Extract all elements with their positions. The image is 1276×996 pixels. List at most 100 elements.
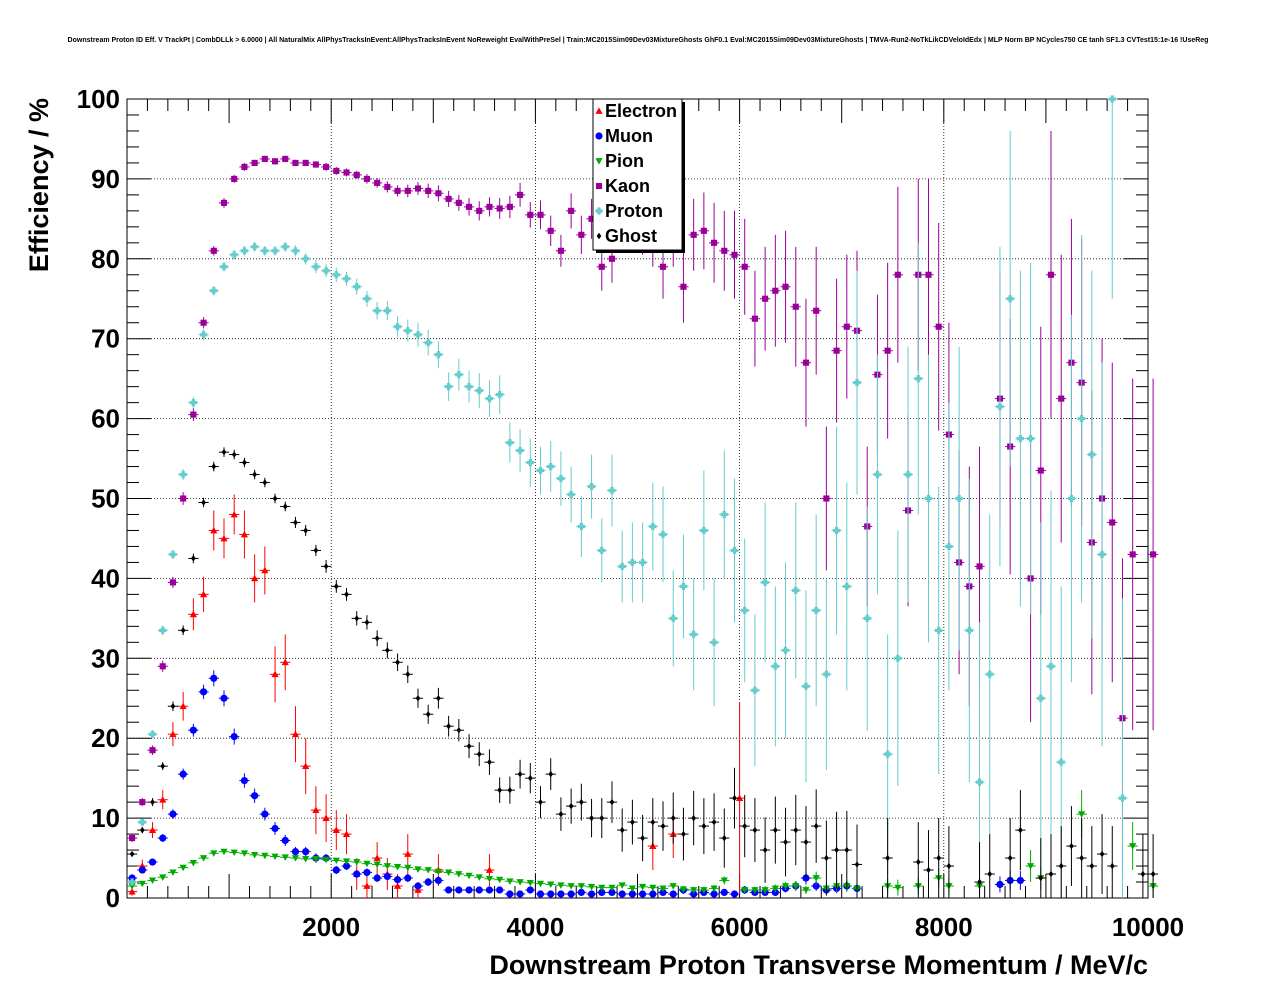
proton-marker [210,287,218,295]
y-tick-label: 10 [91,803,120,833]
ghost-point [566,788,577,824]
kaon-marker [271,158,279,165]
kaon-marker [353,171,360,178]
kaon-marker [333,167,340,174]
muon-point [147,858,158,866]
ghost-point [249,469,260,480]
muon-point [290,846,301,857]
pion-marker [751,887,759,894]
kaon-point [331,166,342,175]
proton-marker [730,546,739,555]
ghost-point [729,767,740,829]
proton-point [280,242,291,252]
ghost-point [555,797,567,831]
proton-marker [271,247,279,255]
proton-point [463,370,475,403]
proton-point [178,468,189,481]
legend-label-ghost: Ghost [605,226,657,246]
kaon-marker [721,247,728,254]
pion-point [770,884,781,893]
kaon-point [800,298,812,427]
kaon-marker [210,247,217,254]
proton-marker [312,263,320,271]
ghost-point [545,758,556,791]
electron-marker [281,658,289,666]
ghost-marker [1048,870,1054,878]
muon-marker [240,776,249,785]
electron-marker [291,730,300,738]
proton-point [137,818,148,826]
ghost-marker [272,495,278,502]
y-tick-label: 0 [106,883,120,913]
pion-point [290,855,301,862]
proton-marker [812,606,820,614]
kaon-marker [404,187,411,194]
proton-point [341,271,352,286]
pion-marker [679,886,688,893]
pion-point [586,883,597,891]
ghost-point [443,715,454,737]
muon-marker [455,886,463,894]
muon-point [269,822,281,835]
proton-marker [741,606,749,614]
y-tick-label: 100 [77,84,120,114]
proton-point [586,454,597,519]
kaon-point [525,202,536,228]
x-tick-label: 6000 [711,912,769,942]
pion-marker [557,882,565,889]
proton-point [933,486,944,775]
pion-marker [169,869,177,877]
legend-box [592,98,683,251]
proton-marker [873,470,882,479]
kaon-point [841,254,852,399]
pion-point [617,882,628,889]
muon-marker [628,890,636,898]
electron-marker [404,850,412,857]
electron-marker [342,830,351,837]
muon-point [443,886,454,894]
proton-marker [516,446,524,455]
kaon-marker [659,263,667,270]
kaon-point [341,168,352,177]
pion-marker [710,885,718,893]
ghost-point [504,776,515,804]
pion-point [178,864,189,872]
pion-point [249,851,260,859]
ghost-point [535,786,546,819]
muon-point [229,728,240,745]
electron-point [372,842,383,875]
muon-point [474,886,485,894]
proton-marker [353,283,361,291]
ghost-point [167,701,179,712]
ghost-point [178,625,189,636]
proton-point [729,478,740,623]
ghost-point [882,818,893,898]
proton-marker [322,267,330,275]
muon-point [586,890,597,898]
ghost-marker [772,826,778,834]
ghost-marker [333,583,339,590]
ghost-point [606,781,618,823]
muon-marker [598,888,606,897]
kaon-point [361,174,373,184]
proton-marker [291,247,300,255]
ghost-marker [742,822,748,830]
ghost-point [586,798,597,838]
proton-marker [639,558,647,567]
proton-point [780,562,791,739]
kaon-marker [833,347,840,354]
proton-marker [506,438,514,447]
kaon-marker [568,207,575,214]
proton-point [514,428,526,473]
ghost-point [668,792,679,844]
proton-marker [618,562,626,571]
data-series [127,95,1159,898]
series-ghost [127,447,1159,898]
electron-point [208,510,219,551]
proton-point [494,375,505,414]
ghost-point [923,830,934,898]
kaon-marker [578,231,585,238]
muon-marker [1016,876,1024,885]
ghost-marker [282,503,288,510]
proton-point [249,242,260,252]
